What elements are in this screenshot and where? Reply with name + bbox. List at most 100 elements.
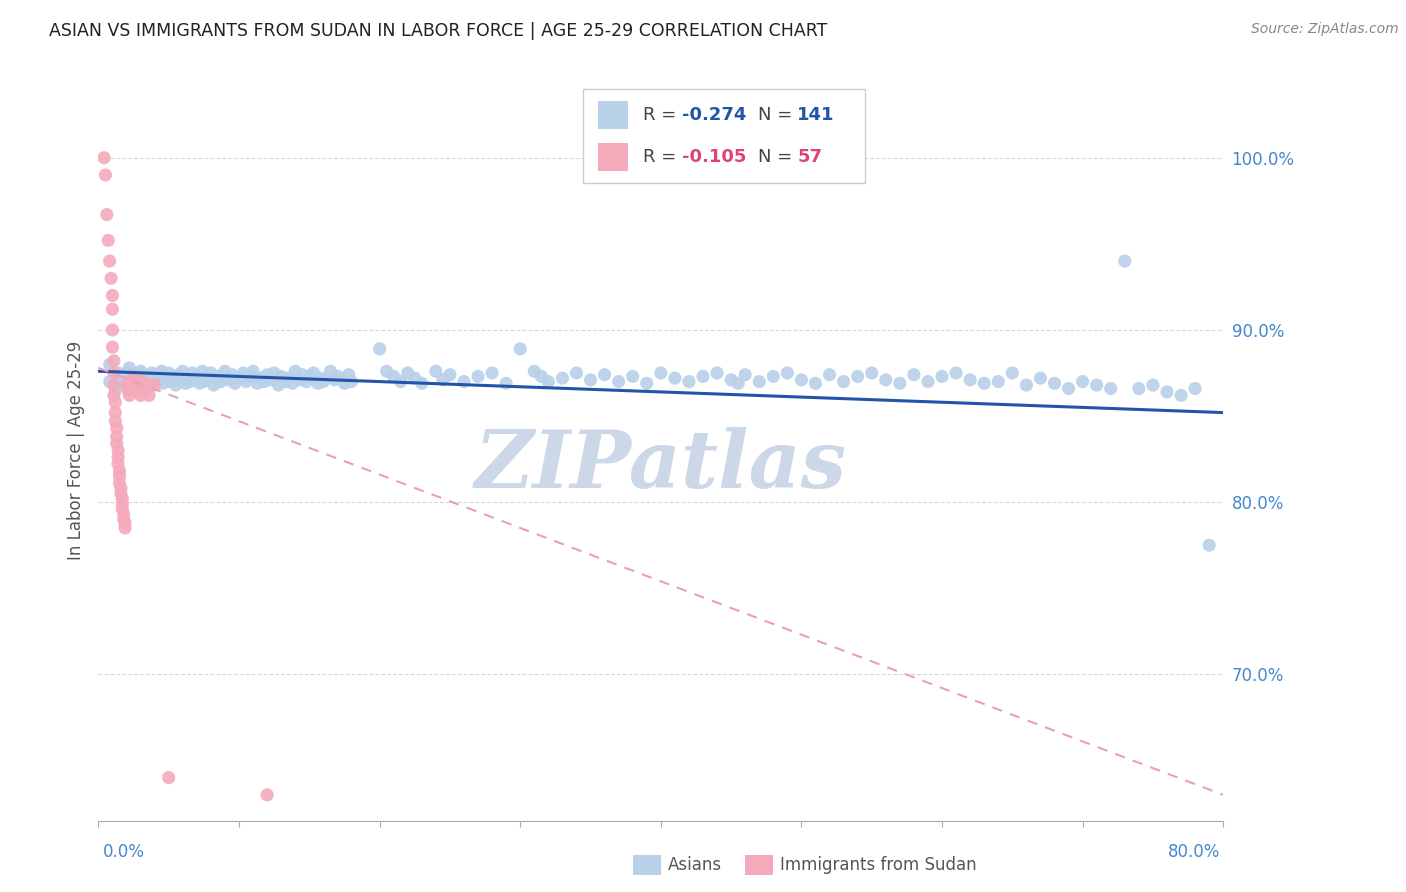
Point — [174, 376, 197, 391]
Point — [115, 378, 138, 392]
Point — [382, 369, 405, 384]
Point — [108, 469, 131, 483]
Point — [530, 369, 553, 384]
Point — [692, 369, 714, 384]
Point — [776, 366, 799, 380]
Point — [762, 369, 785, 384]
Point — [295, 375, 318, 389]
Point — [120, 375, 142, 389]
Point — [135, 383, 157, 397]
Point — [169, 373, 191, 387]
Point — [319, 364, 342, 378]
Point — [122, 366, 145, 380]
Point — [267, 378, 290, 392]
Point — [509, 342, 531, 356]
Point — [832, 375, 855, 389]
Point — [172, 364, 194, 378]
Point — [108, 375, 131, 389]
Point — [146, 368, 169, 382]
Text: R =: R = — [643, 106, 682, 124]
Text: Source: ZipAtlas.com: Source: ZipAtlas.com — [1251, 22, 1399, 37]
Point — [253, 375, 276, 389]
Point — [129, 388, 152, 402]
Point — [111, 491, 134, 506]
Point — [1170, 388, 1192, 402]
Point — [136, 369, 159, 384]
Point — [1001, 366, 1024, 380]
Point — [118, 360, 141, 375]
Point — [134, 373, 156, 387]
Point — [537, 375, 560, 389]
Point — [804, 376, 827, 391]
Point — [368, 342, 391, 356]
Point — [1071, 375, 1094, 389]
Point — [1043, 376, 1066, 391]
Point — [125, 373, 148, 387]
Point — [931, 369, 953, 384]
Point — [270, 369, 292, 384]
Point — [132, 368, 155, 382]
Point — [636, 376, 658, 391]
Text: N =: N = — [758, 106, 797, 124]
Point — [217, 373, 239, 387]
Point — [277, 371, 299, 385]
Point — [129, 375, 152, 389]
Point — [432, 373, 454, 387]
Point — [183, 373, 205, 387]
Point — [159, 375, 181, 389]
Point — [790, 373, 813, 387]
Point — [101, 302, 124, 317]
Point — [818, 368, 841, 382]
Point — [214, 364, 236, 378]
Point — [1142, 378, 1164, 392]
Point — [142, 371, 165, 385]
Point — [281, 376, 304, 391]
Point — [621, 369, 644, 384]
Text: ASIAN VS IMMIGRANTS FROM SUDAN IN LABOR FORCE | AGE 25-29 CORRELATION CHART: ASIAN VS IMMIGRANTS FROM SUDAN IN LABOR … — [49, 22, 828, 40]
Point — [291, 368, 314, 382]
Text: 80.0%: 80.0% — [1168, 843, 1220, 861]
Point — [139, 378, 162, 392]
Point — [107, 366, 129, 380]
Point — [111, 497, 134, 511]
Point — [579, 373, 602, 387]
Point — [202, 378, 225, 392]
Point — [593, 368, 616, 382]
Point — [112, 371, 135, 385]
Point — [200, 366, 222, 380]
Point — [959, 373, 981, 387]
Point — [256, 788, 278, 802]
Point — [917, 375, 939, 389]
Point — [706, 366, 728, 380]
Point — [288, 373, 311, 387]
Point — [1128, 382, 1150, 396]
Point — [246, 376, 269, 391]
Point — [141, 366, 163, 380]
Point — [96, 208, 118, 222]
Point — [131, 375, 153, 389]
Point — [973, 376, 995, 391]
Text: 141: 141 — [797, 106, 835, 124]
Point — [98, 357, 121, 371]
Point — [664, 371, 686, 385]
Point — [1114, 254, 1136, 268]
Point — [103, 354, 125, 368]
Point — [114, 521, 136, 535]
Point — [97, 234, 120, 248]
Point — [105, 421, 128, 435]
Point — [103, 378, 125, 392]
Point — [110, 378, 132, 392]
Point — [207, 369, 229, 384]
Point — [228, 371, 250, 385]
Point — [239, 369, 262, 384]
Point — [727, 376, 749, 391]
Point — [114, 376, 136, 391]
Point — [104, 406, 127, 420]
Point — [134, 376, 156, 391]
Point — [167, 368, 190, 382]
Point — [150, 364, 173, 378]
Point — [284, 364, 307, 378]
Point — [93, 151, 115, 165]
Point — [101, 323, 124, 337]
Point — [98, 375, 121, 389]
